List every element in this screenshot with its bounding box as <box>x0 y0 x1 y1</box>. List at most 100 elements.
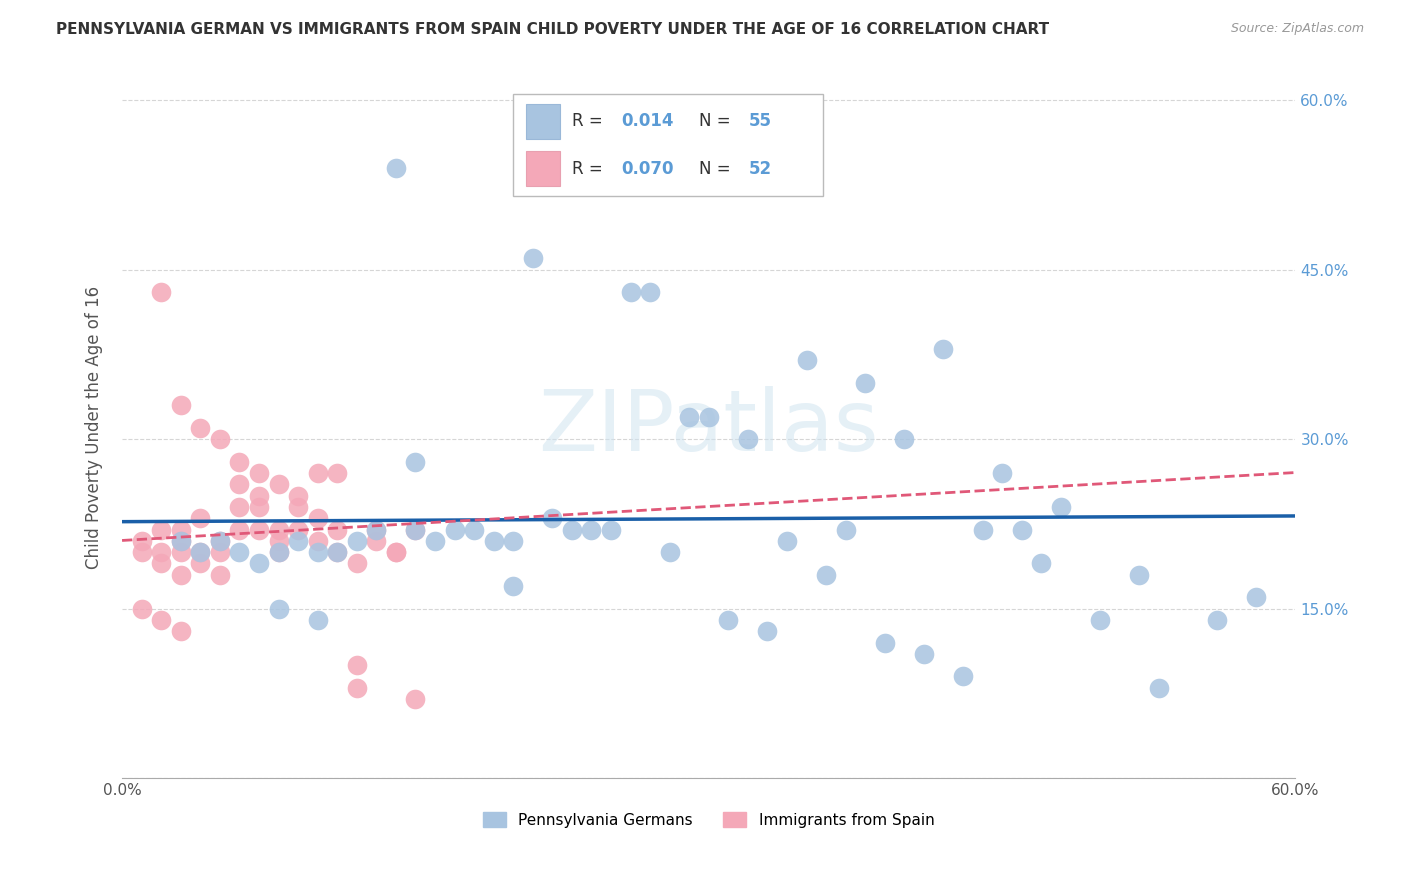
Immigrants from Spain <box>267 545 290 559</box>
Text: 0.014: 0.014 <box>621 112 673 130</box>
Immigrants from Spain <box>385 545 408 559</box>
Text: N =: N = <box>699 160 735 178</box>
Pennsylvania Germans <box>482 533 505 548</box>
Immigrants from Spain <box>267 477 290 491</box>
Pennsylvania Germans <box>287 533 309 548</box>
Pennsylvania Germans <box>1088 613 1111 627</box>
Pennsylvania Germans <box>678 409 700 424</box>
Immigrants from Spain <box>228 477 250 491</box>
Pennsylvania Germans <box>463 523 485 537</box>
Pennsylvania Germans <box>600 523 623 537</box>
FancyBboxPatch shape <box>513 94 823 196</box>
Pennsylvania Germans <box>932 342 955 356</box>
Text: ZIPatlas: ZIPatlas <box>538 386 879 469</box>
Pennsylvania Germans <box>404 455 426 469</box>
Immigrants from Spain <box>247 466 270 480</box>
Immigrants from Spain <box>228 523 250 537</box>
Immigrants from Spain <box>267 533 290 548</box>
Pennsylvania Germans <box>619 285 641 300</box>
Immigrants from Spain <box>326 523 349 537</box>
Immigrants from Spain <box>208 567 231 582</box>
Pennsylvania Germans <box>385 161 408 175</box>
Legend: Pennsylvania Germans, Immigrants from Spain: Pennsylvania Germans, Immigrants from Sp… <box>477 805 941 834</box>
Immigrants from Spain <box>228 500 250 514</box>
Text: R =: R = <box>572 112 607 130</box>
Pennsylvania Germans <box>502 579 524 593</box>
Pennsylvania Germans <box>737 432 759 446</box>
Pennsylvania Germans <box>776 533 799 548</box>
Pennsylvania Germans <box>404 523 426 537</box>
Immigrants from Spain <box>247 523 270 537</box>
Immigrants from Spain <box>131 601 153 615</box>
Pennsylvania Germans <box>796 353 818 368</box>
Y-axis label: Child Poverty Under the Age of 16: Child Poverty Under the Age of 16 <box>86 286 103 569</box>
Pennsylvania Germans <box>1246 591 1268 605</box>
Pennsylvania Germans <box>756 624 779 639</box>
Pennsylvania Germans <box>853 376 876 390</box>
Text: R =: R = <box>572 160 607 178</box>
Immigrants from Spain <box>385 545 408 559</box>
Immigrants from Spain <box>247 500 270 514</box>
Immigrants from Spain <box>170 523 193 537</box>
Pennsylvania Germans <box>443 523 465 537</box>
Immigrants from Spain <box>188 545 211 559</box>
Text: 55: 55 <box>748 112 772 130</box>
Immigrants from Spain <box>208 533 231 548</box>
Immigrants from Spain <box>326 466 349 480</box>
Pennsylvania Germans <box>1011 523 1033 537</box>
Pennsylvania Germans <box>638 285 661 300</box>
Pennsylvania Germans <box>267 601 290 615</box>
Pennsylvania Germans <box>326 545 349 559</box>
Immigrants from Spain <box>170 624 193 639</box>
Pennsylvania Germans <box>346 533 368 548</box>
Immigrants from Spain <box>404 692 426 706</box>
Pennsylvania Germans <box>834 523 856 537</box>
Text: PENNSYLVANIA GERMAN VS IMMIGRANTS FROM SPAIN CHILD POVERTY UNDER THE AGE OF 16 C: PENNSYLVANIA GERMAN VS IMMIGRANTS FROM S… <box>56 22 1049 37</box>
Pennsylvania Germans <box>561 523 583 537</box>
Pennsylvania Germans <box>423 533 446 548</box>
Text: 0.070: 0.070 <box>621 160 673 178</box>
Immigrants from Spain <box>131 545 153 559</box>
Immigrants from Spain <box>307 466 329 480</box>
Text: Source: ZipAtlas.com: Source: ZipAtlas.com <box>1230 22 1364 36</box>
Immigrants from Spain <box>208 545 231 559</box>
Pennsylvania Germans <box>247 557 270 571</box>
Immigrants from Spain <box>287 489 309 503</box>
Immigrants from Spain <box>150 613 173 627</box>
Pennsylvania Germans <box>522 252 544 266</box>
Immigrants from Spain <box>287 500 309 514</box>
Immigrants from Spain <box>346 681 368 695</box>
Pennsylvania Germans <box>541 511 564 525</box>
Text: N =: N = <box>699 112 735 130</box>
Pennsylvania Germans <box>697 409 720 424</box>
Immigrants from Spain <box>150 557 173 571</box>
Immigrants from Spain <box>326 545 349 559</box>
Immigrants from Spain <box>150 523 173 537</box>
Pennsylvania Germans <box>1147 681 1170 695</box>
Immigrants from Spain <box>150 545 173 559</box>
Immigrants from Spain <box>170 567 193 582</box>
FancyBboxPatch shape <box>526 104 560 139</box>
Pennsylvania Germans <box>1031 557 1053 571</box>
Pennsylvania Germans <box>267 545 290 559</box>
Immigrants from Spain <box>346 658 368 673</box>
Pennsylvania Germans <box>170 533 193 548</box>
Immigrants from Spain <box>170 545 193 559</box>
Pennsylvania Germans <box>815 567 838 582</box>
Immigrants from Spain <box>346 557 368 571</box>
Immigrants from Spain <box>170 533 193 548</box>
Pennsylvania Germans <box>912 647 935 661</box>
Immigrants from Spain <box>150 285 173 300</box>
Immigrants from Spain <box>188 511 211 525</box>
Immigrants from Spain <box>188 557 211 571</box>
Immigrants from Spain <box>131 533 153 548</box>
Pennsylvania Germans <box>952 669 974 683</box>
Immigrants from Spain <box>228 455 250 469</box>
Text: 52: 52 <box>748 160 772 178</box>
Pennsylvania Germans <box>893 432 915 446</box>
Pennsylvania Germans <box>502 533 524 548</box>
Immigrants from Spain <box>208 432 231 446</box>
Pennsylvania Germans <box>581 523 603 537</box>
Pennsylvania Germans <box>188 545 211 559</box>
Pennsylvania Germans <box>307 613 329 627</box>
